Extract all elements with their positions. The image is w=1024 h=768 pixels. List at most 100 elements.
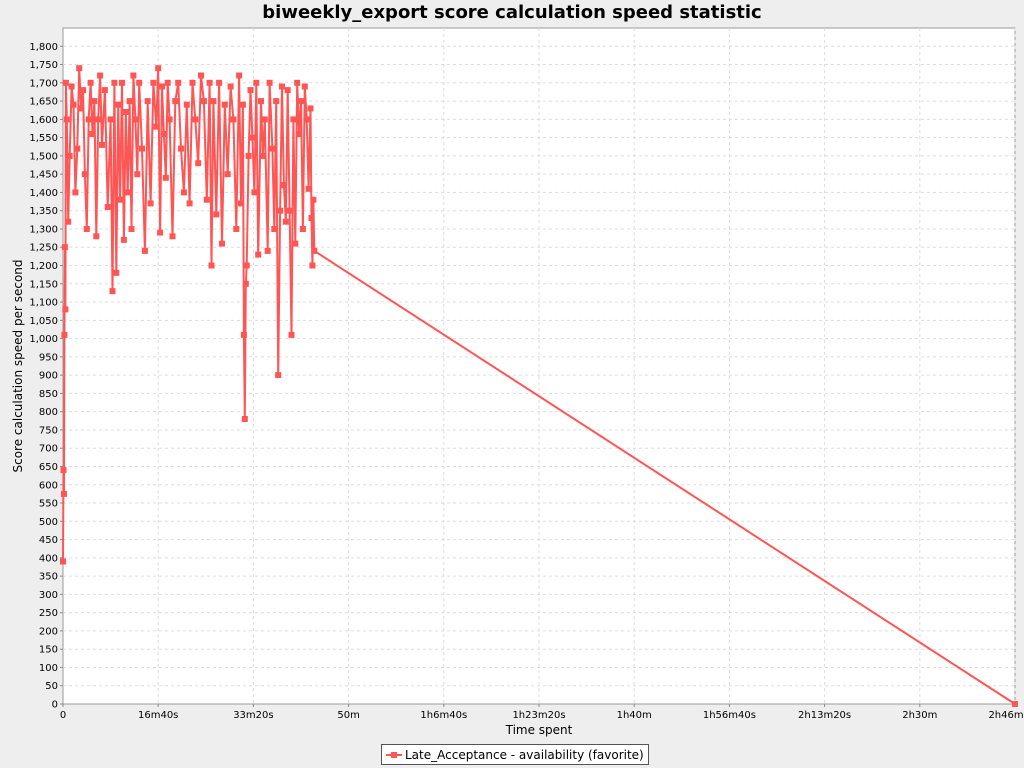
y-tick-label: 900: [39, 371, 58, 382]
data-point: [213, 211, 220, 218]
data-point: [216, 79, 223, 86]
data-point: [60, 467, 67, 474]
y-tick-label: 0: [52, 700, 58, 711]
y-tick-label: 650: [39, 462, 58, 473]
data-point: [120, 236, 127, 243]
y-axis-label: Score calculation speed per second: [11, 259, 25, 472]
data-point: [258, 98, 264, 105]
y-tick-label: 550: [39, 499, 58, 510]
y-tick-label: 50: [45, 681, 58, 692]
data-point: [198, 72, 204, 79]
data-point: [261, 116, 268, 123]
x-tick-label: 1h56m40s: [703, 710, 756, 721]
x-axis-label: Time spent: [505, 723, 573, 737]
y-tick-label: 700: [39, 444, 58, 455]
data-point: [236, 72, 243, 79]
y-tick-label: 850: [39, 389, 58, 400]
data-point: [81, 171, 88, 178]
y-tick-label: 1,600: [29, 115, 58, 126]
data-point: [249, 134, 256, 141]
data-point: [286, 207, 293, 214]
data-point: [255, 251, 262, 258]
data-point: [139, 145, 145, 152]
y-tick-label: 250: [39, 608, 58, 619]
data-point: [93, 233, 100, 240]
data-point: [180, 189, 187, 196]
data-point: [203, 196, 210, 203]
data-point: [128, 226, 135, 232]
data-point: [227, 83, 234, 90]
legend-label: Late_Acceptance - availability (favorite…: [405, 747, 644, 762]
data-point: [130, 72, 137, 79]
data-point: [109, 288, 116, 295]
data-point: [243, 262, 250, 269]
data-point: [299, 226, 306, 232]
data-point: [66, 152, 73, 159]
data-point: [305, 185, 312, 192]
series-layer: [60, 65, 1018, 707]
data-point: [271, 226, 278, 232]
grid: [63, 28, 1016, 704]
data-point: [85, 116, 92, 123]
y-tick-label: 200: [39, 626, 58, 637]
y-tick-label: 1,300: [29, 224, 58, 235]
y-tick-label: 750: [39, 425, 58, 436]
y-tick-label: 100: [39, 663, 58, 674]
data-point: [282, 218, 289, 225]
data-point: [164, 79, 171, 86]
y-tick-label: 1,750: [29, 60, 58, 71]
data-point: [61, 331, 68, 338]
data-point: [210, 98, 217, 105]
data-point: [141, 247, 148, 254]
x-tick-label: 33m20s: [233, 710, 273, 721]
x-tick-label: 1h23m20s: [512, 710, 565, 721]
x-tick-label: 2h30m: [902, 710, 937, 721]
data-point: [273, 98, 280, 105]
data-point: [147, 200, 154, 207]
data-point: [192, 116, 199, 123]
data-point: [310, 196, 317, 203]
chart: 0 50 100 150 200 250 300 350 400 450 500 550 600 650 7…: [11, 27, 1024, 737]
data-point: [78, 105, 85, 112]
y-tick-label: 950: [39, 352, 58, 363]
data-point: [60, 558, 66, 565]
data-point: [172, 98, 179, 105]
data-point: [89, 131, 96, 137]
data-point: [65, 218, 72, 225]
data-point: [269, 145, 276, 152]
y-tick-label: 1,100: [29, 298, 58, 309]
data-point: [80, 87, 86, 94]
y-tick-label: 1,200: [29, 261, 58, 272]
data-point: [279, 83, 285, 90]
data-point: [132, 116, 139, 123]
x-tick-label: 1h6m40s: [420, 710, 467, 721]
data-point: [144, 98, 151, 105]
data-point: [62, 306, 69, 313]
data-point: [159, 83, 165, 90]
data-point: [298, 98, 304, 105]
data-point: [87, 79, 94, 86]
y-tick-label: 500: [39, 517, 58, 528]
y-tick-label: 450: [39, 535, 58, 546]
data-point: [311, 247, 318, 254]
data-point: [61, 490, 67, 497]
series-line: [62, 67, 1016, 705]
x-tick-label: 0: [60, 710, 66, 721]
data-point: [115, 101, 122, 108]
data-point: [189, 79, 196, 86]
data-point: [208, 262, 215, 269]
data-point: [224, 171, 231, 178]
data-point: [62, 79, 69, 86]
y-tick-label: 1,650: [29, 97, 58, 108]
y-tick-label: 1,700: [29, 78, 58, 89]
data-point: [107, 116, 114, 123]
data-point: [72, 189, 79, 196]
data-point: [230, 116, 237, 123]
data-point: [126, 98, 133, 105]
y-tick-label: 1,800: [29, 42, 58, 53]
data-point: [251, 189, 258, 196]
data-point: [200, 98, 207, 105]
data-point: [259, 152, 266, 159]
y-tick-label: 1,450: [29, 170, 58, 181]
y-tick-label: 800: [39, 407, 58, 418]
